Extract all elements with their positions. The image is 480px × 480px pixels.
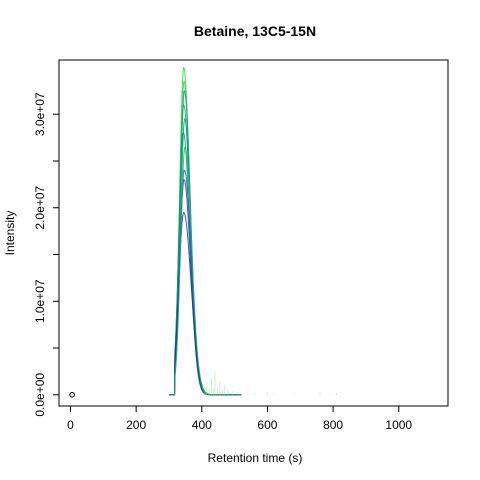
- x-tick-label: 200: [126, 418, 146, 432]
- x-tick-label: 0: [67, 418, 74, 432]
- y-tick-label: 0.0e+00: [33, 373, 47, 417]
- y-tick-label: 2.0e+07: [33, 186, 47, 230]
- x-tick-label: 800: [323, 418, 343, 432]
- y-tick-label: 3.0e+07: [33, 92, 47, 136]
- x-tick-label: 600: [257, 418, 277, 432]
- x-tick-label: 1000: [385, 418, 412, 432]
- chart-title: Betaine, 13C5-15N: [194, 23, 316, 39]
- x-tick-label: 400: [192, 418, 212, 432]
- y-axis-label: Intensity: [3, 211, 17, 256]
- x-axis-label: Retention time (s): [208, 451, 303, 465]
- y-tick-label: 1.0e+07: [33, 279, 47, 323]
